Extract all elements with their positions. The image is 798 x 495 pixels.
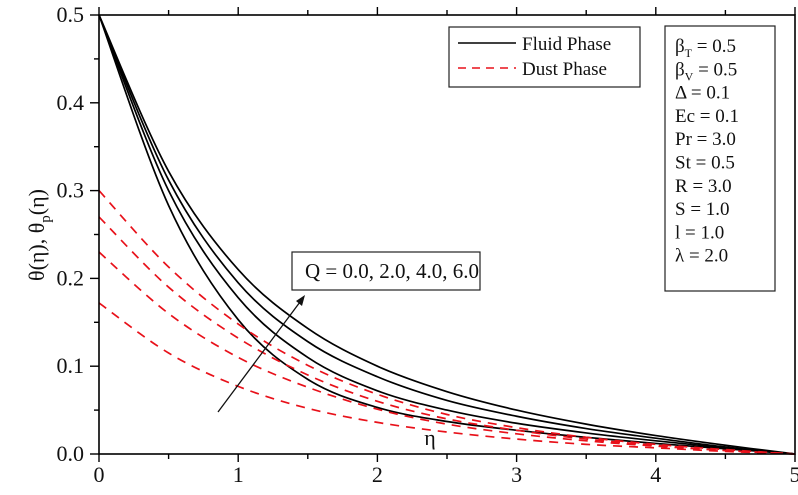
parameter-s: S = 1.0 [675, 199, 730, 220]
dust-phase-curve-q6 [98, 190, 796, 455]
parameter-st: St = 0.5 [675, 153, 735, 174]
dust-phase-curve-q4 [98, 216, 796, 455]
x-tick-label: 1 [233, 462, 244, 487]
y-tick-label: 0.4 [57, 90, 85, 115]
legend-dust-label: Dust Phase [522, 59, 607, 80]
parameter-pr: Pr = 3.0 [675, 129, 736, 150]
arrow-head-icon [296, 295, 305, 306]
axes-frame [90, 7, 796, 462]
fluid-phase-curve-q0 [98, 14, 796, 455]
arrow-line [217, 301, 301, 413]
parameter-βv: βV = 0.5 [675, 59, 737, 83]
x-tick-label: 4 [650, 462, 661, 487]
y-tick-label: 0.3 [57, 178, 85, 203]
parameter-ec: Ec = 0.1 [675, 106, 739, 127]
legend-box [448, 26, 641, 88]
legend: Fluid Phase Dust Phase [448, 26, 641, 88]
q-annotation: Q = 0.0, 2.0, 4.0, 6.0 [217, 251, 481, 413]
parameters-box: βT = 0.5βV = 0.5Δ = 0.1Ec = 0.1Pr = 3.0 S… [664, 25, 776, 292]
svg-text:θ(η), θp(η): θ(η), θp(η) [24, 189, 54, 281]
annotation-box [291, 251, 481, 291]
x-axis-label: η [424, 425, 436, 450]
y-axis-label: θ(η), θp(η) [24, 189, 54, 281]
x-tick-label: 0 [94, 462, 105, 487]
y-tick-label: 0.2 [57, 265, 85, 290]
y-tick-label: 0.1 [57, 353, 85, 378]
x-tick-label: 3 [511, 462, 522, 487]
y-tick-labels: 0.0 0.1 0.2 0.3 0.4 0.5 [57, 2, 85, 466]
parameters-box-frame [664, 25, 776, 292]
fluid-phase-curve-q4 [98, 14, 796, 455]
dust-phase-curve-q0 [98, 302, 796, 455]
fluid-phase-curve-q6 [98, 14, 796, 455]
parameter-λ: λ = 2.0 [675, 246, 728, 267]
x-tick-labels: 0 1 2 3 4 5 [94, 462, 798, 487]
parameter-βt: βT = 0.5 [675, 36, 736, 60]
parameter-δ: Δ = 0.1 [675, 83, 730, 104]
x-tick-label: 5 [790, 462, 798, 487]
annotation-text: Q = 0.0, 2.0, 4.0, 6.0 [305, 259, 479, 283]
y-tick-label: 0.0 [57, 441, 85, 466]
legend-fluid-label: Fluid Phase [522, 34, 611, 55]
fluid-phase-curve-q2 [98, 14, 796, 455]
y-tick-label: 0.5 [57, 2, 85, 27]
parameter-r: R = 3.0 [675, 176, 732, 197]
plot-curves [98, 14, 796, 455]
x-tick-label: 2 [372, 462, 383, 487]
parameter-l: l = 1.0 [675, 222, 724, 243]
